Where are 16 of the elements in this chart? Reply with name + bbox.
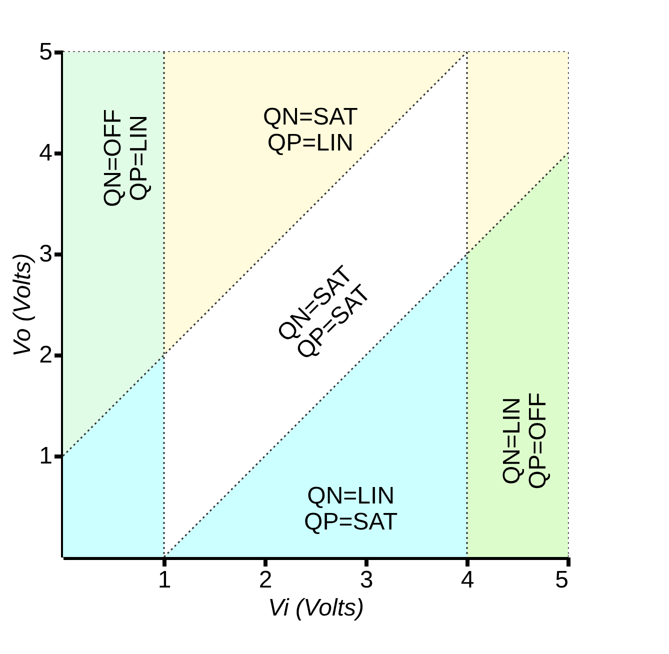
y-tick-label: 1 bbox=[39, 442, 52, 470]
annotation: QN=LIN QP=OFF bbox=[498, 392, 552, 490]
y-tick-label: 5 bbox=[39, 38, 52, 66]
x-tick-label: 5 bbox=[555, 566, 568, 594]
x-tick-label: 2 bbox=[258, 566, 272, 594]
y-tick-label: 3 bbox=[39, 240, 52, 268]
annotation: QN=SAT QP=LIN bbox=[262, 104, 358, 157]
x-tick-label: 1 bbox=[158, 566, 172, 594]
y-tick-label: 4 bbox=[39, 140, 52, 166]
x-tick-label: 3 bbox=[360, 566, 374, 594]
y-tick-label: 2 bbox=[39, 342, 52, 368]
x-tick-label: 4 bbox=[460, 566, 474, 594]
y-axis-title: Vo (Volts) bbox=[9, 253, 36, 357]
x-axis-title: Vi (Volts) bbox=[268, 594, 364, 622]
annotation: QN=OFF QP=LIN bbox=[100, 109, 152, 208]
annotation: QN=LIN QP=SAT bbox=[304, 482, 398, 536]
